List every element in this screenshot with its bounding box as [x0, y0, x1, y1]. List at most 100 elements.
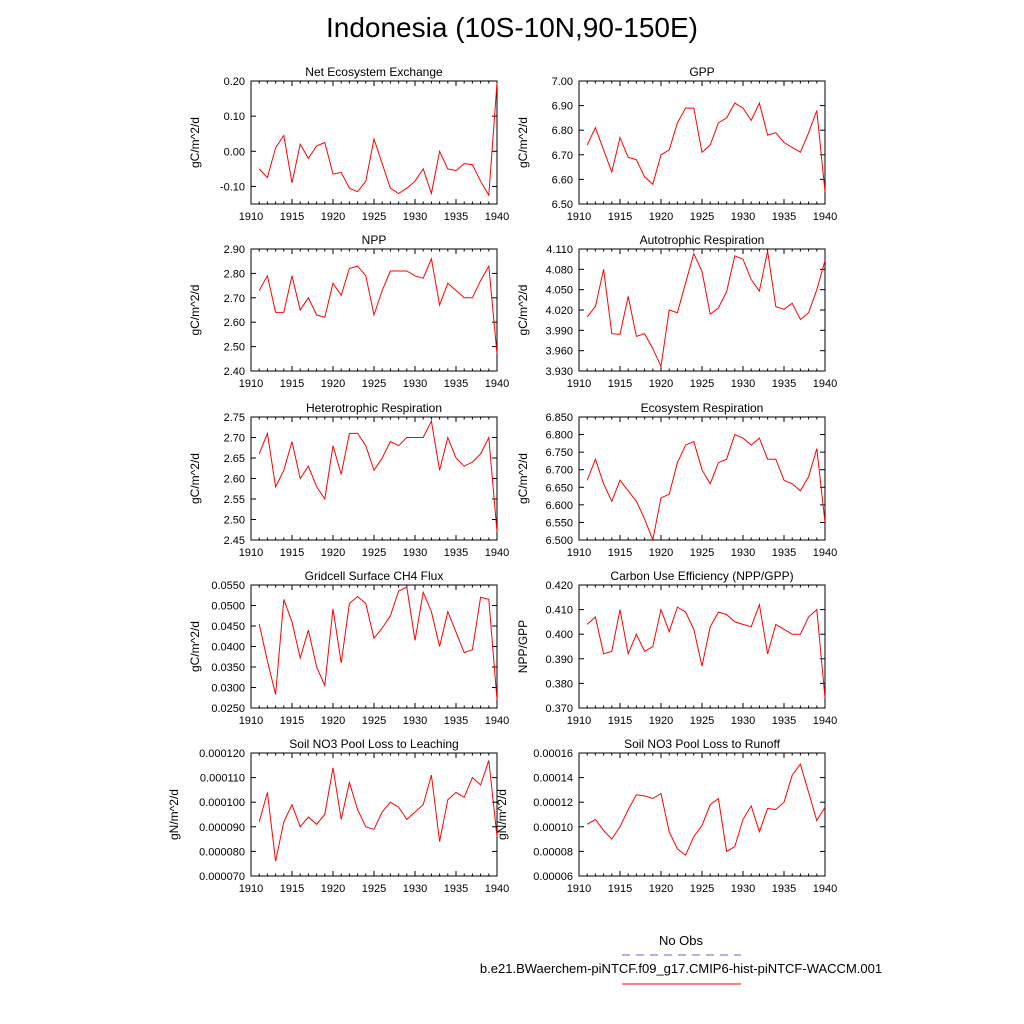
x-tick-label: 1910 [567, 715, 591, 727]
y-tick-label: 0.00014 [533, 773, 573, 785]
x-tick-label: 1940 [813, 211, 837, 223]
y-tick-label: 0.20 [224, 76, 245, 88]
y-tick-label: 7.00 [552, 76, 573, 88]
y-tick-label: 6.700 [545, 465, 573, 477]
y-axis-label: gC/m^2/d [188, 621, 202, 672]
panel-title: Soil NO3 Pool Loss to Runoff [624, 737, 781, 751]
panel-title: Autotrophic Respiration [640, 233, 765, 247]
x-tick-label: 1925 [690, 715, 714, 727]
x-tick-label: 1920 [321, 715, 345, 727]
y-tick-label: 0.000120 [199, 748, 245, 760]
y-tick-label: 2.50 [224, 515, 245, 527]
x-tick-label: 1915 [280, 211, 304, 223]
y-tick-label: 0.000070 [199, 871, 245, 883]
y-tick-label: 0.0450 [211, 621, 245, 633]
y-tick-label: 6.60 [552, 174, 573, 186]
y-tick-label: 6.90 [552, 101, 573, 113]
x-tick-label: 1940 [485, 378, 509, 390]
x-tick-label: 1940 [485, 547, 509, 559]
y-tick-label: 2.60 [224, 317, 245, 329]
plot-frame [250, 416, 498, 541]
series-line [586, 101, 826, 192]
x-tick-label: 1920 [649, 883, 673, 895]
series-line [586, 762, 826, 856]
y-tick-label: 6.70 [552, 150, 573, 162]
plot-frame [250, 584, 498, 709]
x-tick-label: 1925 [362, 715, 386, 727]
y-tick-label: 2.80 [224, 268, 245, 280]
y-tick-label: 2.40 [224, 366, 245, 378]
panel-title: GPP [689, 65, 714, 79]
panel-title: Net Ecosystem Exchange [305, 65, 443, 79]
y-tick-label: 0.380 [545, 678, 573, 690]
x-tick-label: 1930 [403, 547, 427, 559]
x-tick-label: 1925 [362, 211, 386, 223]
y-tick-label: 0.000110 [200, 773, 245, 785]
y-tick-label: 2.60 [224, 474, 245, 486]
panel-title: Carbon Use Efficiency (NPP/GPP) [610, 569, 793, 583]
y-tick-label: 0.00008 [533, 846, 573, 858]
panel-title: Ecosystem Respiration [641, 401, 764, 415]
x-tick-label: 1925 [690, 378, 714, 390]
y-tick-label: 0.0400 [211, 642, 245, 654]
series-line [258, 586, 498, 700]
x-tick-label: 1935 [444, 715, 468, 727]
x-tick-label: 1910 [567, 547, 591, 559]
legend-label-model: b.e21.BWaerchem-piNTCF.f09_g17.CMIP6-his… [480, 961, 882, 976]
series-line [258, 760, 498, 862]
y-tick-label: -0.10 [220, 181, 245, 193]
plot-frame [578, 416, 826, 541]
x-tick-label: 1910 [239, 715, 263, 727]
chart-panel: Soil NO3 Pool Loss to Leaching gN/m^2/d 19… [167, 737, 509, 895]
y-tick-label: 6.80 [552, 125, 573, 137]
chart-panel: Heterotrophic Respiration gC/m^2/d 1910 191… [188, 401, 509, 559]
y-axis-label: gC/m^2/d [516, 285, 530, 336]
y-tick-label: 0.0550 [211, 580, 245, 592]
x-tick-label: 1920 [649, 378, 673, 390]
y-tick-label: 6.850 [545, 412, 573, 424]
series-line [258, 82, 498, 197]
y-tick-label: 6.50 [552, 199, 573, 211]
y-tick-label: 0.410 [545, 605, 573, 617]
chart-panel: Net Ecosystem Exchange gC/m^2/d 1910 1915 19… [188, 65, 509, 223]
series-line [258, 419, 498, 532]
y-axis-label: gN/m^2/d [495, 789, 509, 840]
x-tick-label: 1940 [485, 883, 509, 895]
panel-title: NPP [362, 233, 387, 247]
x-tick-label: 1930 [731, 715, 755, 727]
y-tick-label: 0.00012 [533, 797, 573, 809]
y-axis-label: gC/m^2/d [188, 453, 202, 504]
y-tick-label: 0.00010 [533, 822, 573, 834]
y-tick-label: 2.65 [224, 453, 245, 465]
y-tick-label: 2.55 [224, 494, 245, 506]
x-tick-label: 1930 [731, 211, 755, 223]
x-tick-label: 1940 [813, 378, 837, 390]
x-tick-label: 1910 [239, 211, 263, 223]
y-tick-label: 6.650 [545, 482, 573, 494]
x-tick-label: 1935 [772, 211, 796, 223]
x-tick-label: 1915 [280, 378, 304, 390]
y-tick-label: 2.75 [224, 412, 245, 424]
y-tick-label: 0.390 [545, 654, 573, 666]
series-line [586, 250, 826, 369]
y-tick-label: 2.50 [224, 342, 245, 354]
x-tick-label: 1940 [813, 883, 837, 895]
chart-panel: Soil NO3 Pool Loss to Runoff gN/m^2/d 1910… [495, 737, 837, 895]
y-tick-label: 2.70 [224, 433, 245, 445]
series-line [586, 433, 826, 542]
x-tick-label: 1915 [608, 378, 632, 390]
x-tick-label: 1910 [239, 547, 263, 559]
x-tick-label: 1925 [690, 883, 714, 895]
plot-frame [578, 248, 826, 372]
y-tick-label: 0.000100 [199, 797, 245, 809]
y-tick-label: 6.750 [545, 447, 573, 459]
chart-panel: GPP gC/m^2/d 1910 1915 1920 1925 1930 1935 1940 6… [516, 65, 837, 223]
y-tick-label: 0.370 [545, 703, 573, 715]
x-tick-label: 1935 [772, 715, 796, 727]
x-tick-label: 1910 [239, 378, 263, 390]
y-tick-label: 6.500 [545, 535, 573, 547]
plot-frame [250, 80, 498, 205]
x-tick-label: 1915 [608, 715, 632, 727]
x-tick-label: 1915 [280, 715, 304, 727]
